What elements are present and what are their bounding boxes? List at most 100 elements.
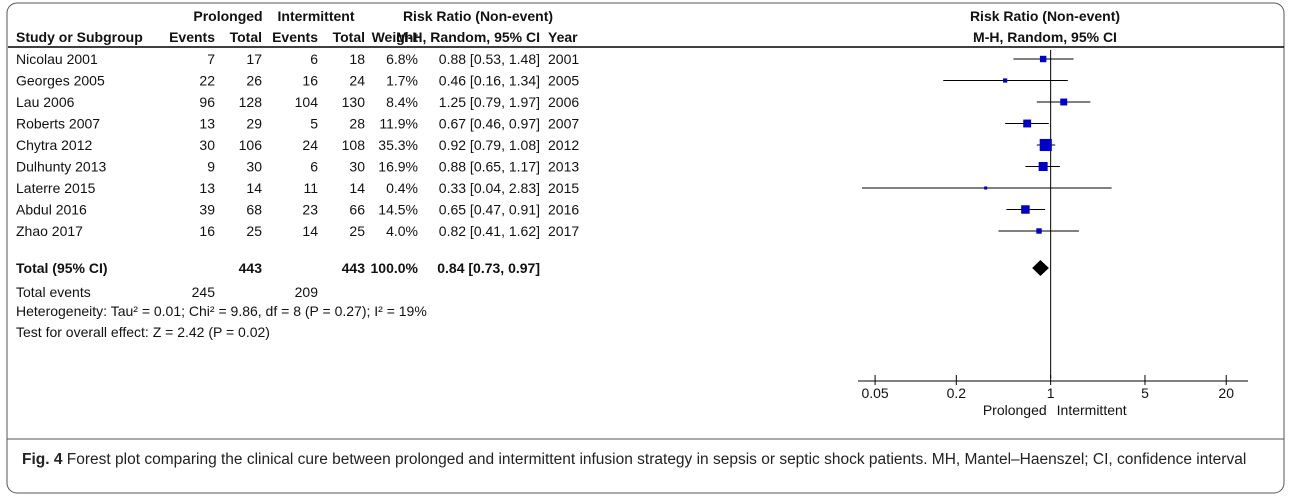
count: 13 — [199, 116, 215, 132]
ci: 0.88 [0.65, 1.17] — [439, 159, 540, 175]
count: 66 — [349, 202, 365, 218]
year: 2005 — [548, 73, 579, 89]
caption: Fig. 4 Forest plot comparing the clinica… — [22, 447, 1272, 472]
count: 29 — [246, 116, 262, 132]
column-header: Events — [272, 29, 318, 45]
x-tick-label: 0.2 — [947, 385, 967, 401]
ci: 0.65 [0.47, 0.91] — [439, 202, 540, 218]
point-estimate — [1023, 119, 1032, 128]
year: 2007 — [548, 116, 579, 132]
ci: 0.46 [0.16, 1.34] — [439, 73, 540, 89]
count: 104 — [295, 94, 319, 110]
frame — [6, 2, 1285, 494]
year: 2006 — [548, 94, 579, 110]
column-header: Weight — [372, 29, 419, 45]
study-name: Roberts 2007 — [16, 116, 100, 132]
count: 25 — [246, 223, 262, 239]
caption-label: Fig. 4 — [22, 451, 63, 468]
group-header: Intermittent — [278, 8, 355, 24]
total-events: 209 — [295, 284, 319, 300]
ci: 0.67 [0.46, 0.97] — [439, 116, 540, 132]
count: 14 — [246, 180, 262, 196]
count: 106 — [239, 137, 263, 153]
count: 6 — [310, 51, 318, 67]
point-estimate — [1060, 98, 1068, 106]
study-name: Dulhunty 2013 — [16, 159, 107, 175]
count: 24 — [349, 73, 365, 89]
x-tick-label: 1 — [1047, 385, 1055, 401]
count: 14 — [349, 180, 365, 196]
count: 23 — [302, 202, 318, 218]
group-header: Risk Ratio (Non-event) — [970, 8, 1120, 24]
count: 17 — [246, 51, 262, 67]
count: 68 — [246, 202, 262, 218]
count: 26 — [246, 73, 262, 89]
point-estimate — [984, 186, 988, 190]
point-estimate — [1039, 138, 1052, 152]
group-header: Prolonged — [193, 8, 262, 24]
total-count: 443 — [239, 260, 263, 276]
column-header: Total — [333, 29, 365, 45]
point-estimate — [1036, 228, 1042, 234]
year: 2001 — [548, 51, 579, 67]
ci: 0.88 [0.53, 1.48] — [439, 51, 540, 67]
study-name: Nicolau 2001 — [16, 51, 98, 67]
year: 2013 — [548, 159, 579, 175]
favours-right: Intermittent — [1057, 402, 1127, 418]
favours-left: Prolonged — [983, 402, 1047, 418]
count: 24 — [302, 137, 318, 153]
column-header: Total — [230, 29, 262, 45]
group-header: Risk Ratio (Non-event) — [403, 8, 553, 24]
column-header: Study or Subgroup — [16, 29, 143, 45]
ci: 0.82 [0.41, 1.62] — [439, 223, 540, 239]
weight: 35.3% — [378, 137, 418, 153]
point-estimate — [1039, 55, 1047, 63]
point-estimate — [1021, 205, 1030, 214]
column-header: M-H, Random, 95% CI — [396, 29, 540, 45]
weight: 1.7% — [386, 73, 418, 89]
x-tick-label: 5 — [1141, 385, 1149, 401]
count: 16 — [302, 73, 318, 89]
weight: 6.8% — [386, 51, 418, 67]
weight: 0.4% — [386, 180, 418, 196]
count: 130 — [342, 94, 366, 110]
heterogeneity: Heterogeneity: Tau² = 0.01; Chi² = 9.86,… — [16, 303, 427, 319]
x-tick-label: 20 — [1218, 385, 1234, 401]
year: 2017 — [548, 223, 579, 239]
study-name: Zhao 2017 — [16, 223, 83, 239]
weight: 11.9% — [379, 116, 418, 132]
total-events: 245 — [192, 284, 216, 300]
ci: 0.33 [0.04, 2.83] — [439, 180, 540, 196]
count: 128 — [239, 94, 263, 110]
count: 13 — [199, 180, 215, 196]
point-estimate — [1038, 162, 1048, 171]
count: 11 — [303, 180, 318, 196]
caption-text: Forest plot comparing the clinical cure … — [66, 451, 1247, 468]
count: 18 — [349, 51, 365, 67]
ci: 1.25 [0.79, 1.97] — [439, 94, 540, 110]
study-name: Laterre 2015 — [16, 180, 96, 196]
total-count: 443 — [342, 260, 366, 276]
weight: 4.0% — [386, 223, 418, 239]
total-events-label: Total events — [16, 284, 91, 300]
count: 25 — [349, 223, 365, 239]
study-name: Chytra 2012 — [16, 137, 92, 153]
total-weight: 100.0% — [371, 260, 419, 276]
column-header: Events — [169, 29, 215, 45]
count: 5 — [310, 116, 318, 132]
total-name: Total (95% CI) — [16, 260, 108, 276]
count: 28 — [349, 116, 365, 132]
count: 22 — [199, 73, 215, 89]
overall-effect: Test for overall effect: Z = 2.42 (P = 0… — [16, 324, 270, 340]
count: 16 — [199, 223, 215, 239]
year: 2015 — [548, 180, 579, 196]
count: 108 — [342, 137, 366, 153]
count: 6 — [310, 159, 318, 175]
study-name: Georges 2005 — [16, 73, 105, 89]
study-name: Lau 2006 — [16, 94, 75, 110]
count: 30 — [199, 137, 215, 153]
point-estimate — [1003, 78, 1008, 83]
count: 30 — [349, 159, 365, 175]
pooled-diamond — [1032, 260, 1049, 276]
